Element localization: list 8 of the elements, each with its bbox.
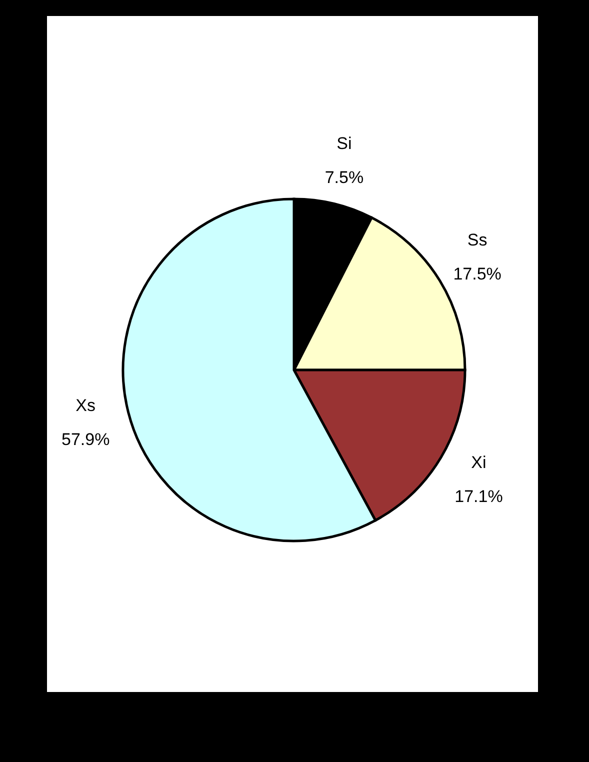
data-label: 57.9% <box>61 430 110 449</box>
slice-label: Xs <box>76 396 96 415</box>
data-label: 7.5% <box>324 168 364 187</box>
data-label: 17.5% <box>453 264 502 284</box>
slice-label: Xi <box>471 453 486 472</box>
slice-label: Si <box>336 134 352 153</box>
slice-label: Ss <box>467 230 488 250</box>
data-label: 17.1% <box>454 487 503 506</box>
